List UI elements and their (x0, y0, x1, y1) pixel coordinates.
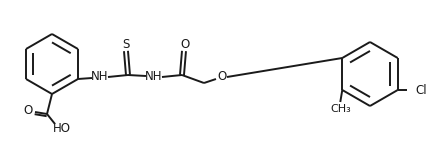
Text: O: O (217, 71, 227, 83)
Text: NH: NH (145, 71, 163, 83)
Text: S: S (122, 38, 130, 50)
Text: HO: HO (53, 123, 71, 135)
Text: Cl: Cl (416, 83, 427, 97)
Text: CH₃: CH₃ (330, 104, 351, 114)
Text: O: O (181, 38, 190, 50)
Text: NH: NH (91, 71, 109, 83)
Text: O: O (23, 105, 33, 117)
